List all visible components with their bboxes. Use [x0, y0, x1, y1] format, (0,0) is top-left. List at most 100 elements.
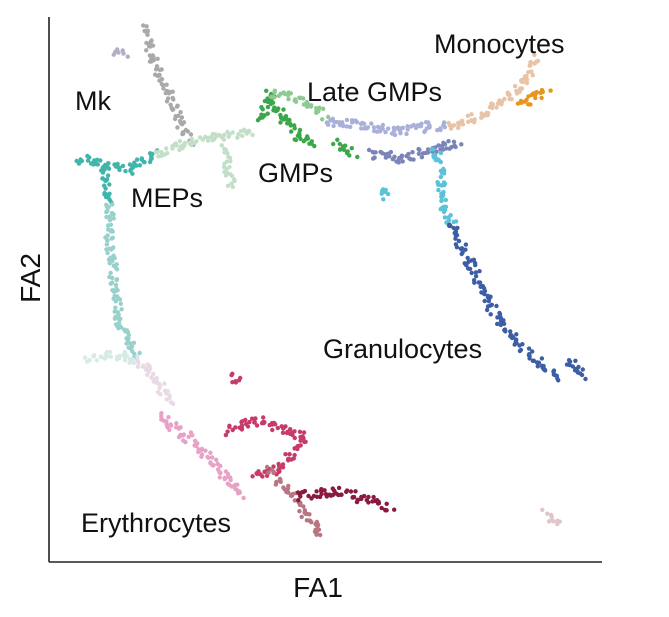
cell-point: [286, 490, 291, 495]
cell-point: [375, 501, 381, 506]
cell-point: [410, 150, 415, 155]
cell-point: [235, 482, 240, 487]
cell-point: [545, 511, 550, 516]
cell-point: [239, 427, 245, 432]
cell-point: [134, 157, 140, 162]
cell-point: [107, 217, 113, 223]
cell-point: [222, 146, 227, 152]
cell-point: [91, 353, 97, 358]
cell-point: [170, 107, 175, 113]
cell-point: [228, 477, 233, 483]
cell-point: [108, 354, 114, 359]
cell-point: [116, 321, 122, 326]
cell-point: [515, 101, 521, 106]
cell-point: [383, 152, 388, 157]
cell-point: [425, 150, 431, 155]
cell-point: [371, 494, 376, 500]
cell-point: [233, 379, 238, 384]
cell-point: [154, 378, 159, 383]
cell-point: [526, 94, 531, 99]
cell-point: [107, 214, 113, 219]
cell-point: [238, 375, 243, 381]
cell-point: [113, 282, 119, 288]
cell-point: [176, 434, 182, 440]
cell-point: [443, 204, 449, 209]
cell-point: [176, 425, 182, 431]
cell-point: [107, 191, 112, 196]
cell-point: [380, 122, 386, 128]
cell-point: [111, 52, 117, 57]
cell-point: [344, 488, 350, 493]
cell-point: [420, 151, 426, 156]
cell-point: [210, 455, 215, 460]
cell-point: [337, 141, 342, 147]
cell-point: [345, 149, 350, 154]
cell-point: [278, 479, 283, 484]
cell-point: [387, 154, 392, 159]
cell-point: [222, 475, 227, 481]
cell-point: [157, 383, 163, 388]
cell-point: [118, 301, 124, 306]
cell-point: [76, 161, 82, 166]
cell-point: [431, 147, 436, 152]
cell-point: [509, 333, 514, 338]
cell-point: [359, 496, 364, 502]
cell-point: [250, 474, 255, 479]
cell-point: [490, 105, 495, 111]
cell-point: [404, 131, 409, 137]
cell-point: [354, 120, 360, 125]
cell-point: [524, 97, 529, 103]
cell-point: [316, 108, 321, 113]
cell-point: [109, 211, 115, 216]
cell-point: [283, 452, 288, 457]
cell-point: [126, 332, 131, 338]
cell-point: [265, 104, 271, 110]
cell-point: [100, 170, 106, 175]
cell-point: [177, 147, 182, 153]
cell-point: [438, 159, 443, 165]
cell-point: [534, 89, 539, 95]
cell-point: [174, 104, 180, 109]
cell-point: [132, 351, 137, 357]
cell-point: [341, 123, 346, 129]
cell-point: [362, 493, 367, 499]
cell-point: [447, 123, 452, 128]
cell-point: [315, 522, 321, 527]
cell-point: [232, 177, 237, 182]
cell-point: [495, 321, 500, 327]
cell-point: [385, 191, 391, 197]
cell-point: [533, 95, 538, 101]
cell-point: [366, 147, 372, 153]
cell-point: [316, 527, 322, 532]
cell-point: [135, 364, 141, 369]
cell-point: [314, 489, 319, 494]
cell-point: [105, 238, 110, 243]
cell-point: [264, 464, 270, 470]
cell-point: [170, 146, 175, 151]
cell-point: [436, 143, 441, 148]
cell-point: [464, 262, 469, 267]
cell-point: [243, 421, 249, 427]
cell-point: [214, 457, 219, 462]
cell-point: [371, 156, 376, 161]
cell-point: [484, 307, 490, 313]
cell-point: [338, 492, 343, 497]
cell-point: [514, 340, 519, 346]
cell-point: [551, 372, 557, 377]
cell-point: [453, 229, 459, 234]
cell-point: [218, 463, 223, 469]
cell-point: [446, 139, 451, 144]
cluster-label: GMPs: [258, 158, 333, 188]
cell-point: [104, 214, 109, 220]
cell-point: [314, 532, 319, 537]
cell-point: [465, 113, 471, 119]
cell-point: [236, 132, 241, 137]
cell-point: [399, 155, 404, 160]
cell-point: [107, 182, 112, 187]
cell-point: [307, 512, 312, 517]
cell-point: [447, 146, 452, 151]
cell-point: [214, 134, 219, 139]
cell-point: [114, 267, 120, 272]
cell-point: [159, 67, 164, 72]
cell-point: [227, 424, 232, 430]
